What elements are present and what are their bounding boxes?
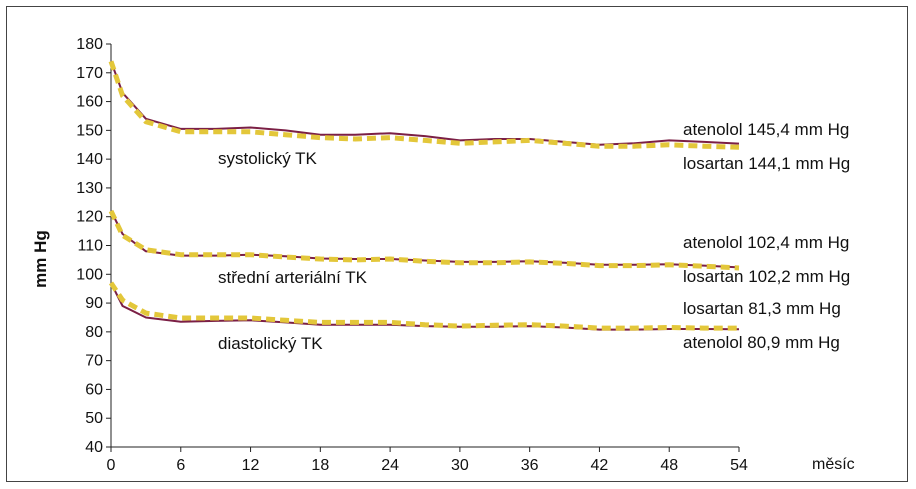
end-label-systolic-atenolol: atenolol 145,4 mm Hg — [683, 120, 849, 139]
x-axis: 0 6 12 18 24 30 36 42 48 54 — [107, 446, 748, 474]
y-tick-label: 40 — [85, 439, 103, 456]
x-tick-label: 36 — [521, 457, 539, 474]
end-label-systolic-losartan: losartan 144,1 mm Hg — [683, 154, 850, 173]
y-tick-label: 110 — [77, 238, 103, 255]
series-layer — [108, 60, 740, 331]
group-label-diastolic: diastolický TK — [218, 334, 323, 353]
y-axis: 40 50 60 70 80 90 100 110 120 130 140 150 160 170 180 — [76, 36, 112, 456]
y-tick-label: 80 — [85, 324, 103, 341]
x-tick-label: 0 — [107, 457, 116, 474]
y-tick-label: 120 — [76, 209, 103, 226]
x-tick-label: 30 — [451, 457, 469, 474]
end-label-diastolic-losartan: losartan 81,3 mm Hg — [683, 299, 841, 318]
y-tick-label: 100 — [76, 266, 103, 283]
y-tick-label: 90 — [85, 295, 103, 312]
y-tick-label: 130 — [76, 180, 103, 197]
x-tick-label: 18 — [311, 457, 329, 474]
series-line-stredni-arterialni-tk-atenolol — [110, 210, 740, 269]
x-tick-label: 54 — [730, 457, 748, 474]
end-label-diastolic-atenolol: atenolol 80,9 mm Hg — [683, 333, 840, 352]
chart-frame — [6, 6, 908, 482]
y-tick-label: 140 — [76, 151, 103, 168]
group-label-systolic: systolický TK — [218, 149, 318, 168]
x-tick-label: 12 — [242, 457, 260, 474]
x-tick-label: 6 — [176, 457, 185, 474]
x-tick-label: 42 — [591, 457, 609, 474]
series-line-diastolicky-tk-losartan — [108, 281, 739, 331]
y-tick-label: 150 — [76, 122, 103, 139]
series-line-stredni-arterialni-tk-losartan — [108, 209, 740, 271]
y-tick-label: 50 — [85, 410, 103, 427]
x-tick-label: 48 — [660, 457, 678, 474]
x-tick-label: 24 — [381, 457, 399, 474]
end-label-mean-losartan: losartan 102,2 mm Hg — [683, 267, 850, 286]
y-tick-label: 180 — [76, 36, 103, 53]
x-axis-label: měsíc — [812, 456, 855, 473]
y-tick-label: 70 — [85, 353, 103, 370]
series-line-systolicky-tk-losartan — [108, 60, 740, 150]
group-label-mean-arterial: střední arteriální TK — [218, 268, 368, 287]
y-axis-label: mm Hg — [31, 230, 50, 288]
y-tick-label: 170 — [76, 65, 103, 82]
series-line-systolicky-tk-atenolol — [110, 60, 740, 146]
y-tick-label: 60 — [85, 381, 103, 398]
end-label-mean-atenolol: atenolol 102,4 mm Hg — [683, 233, 849, 252]
y-tick-label: 160 — [76, 94, 103, 111]
